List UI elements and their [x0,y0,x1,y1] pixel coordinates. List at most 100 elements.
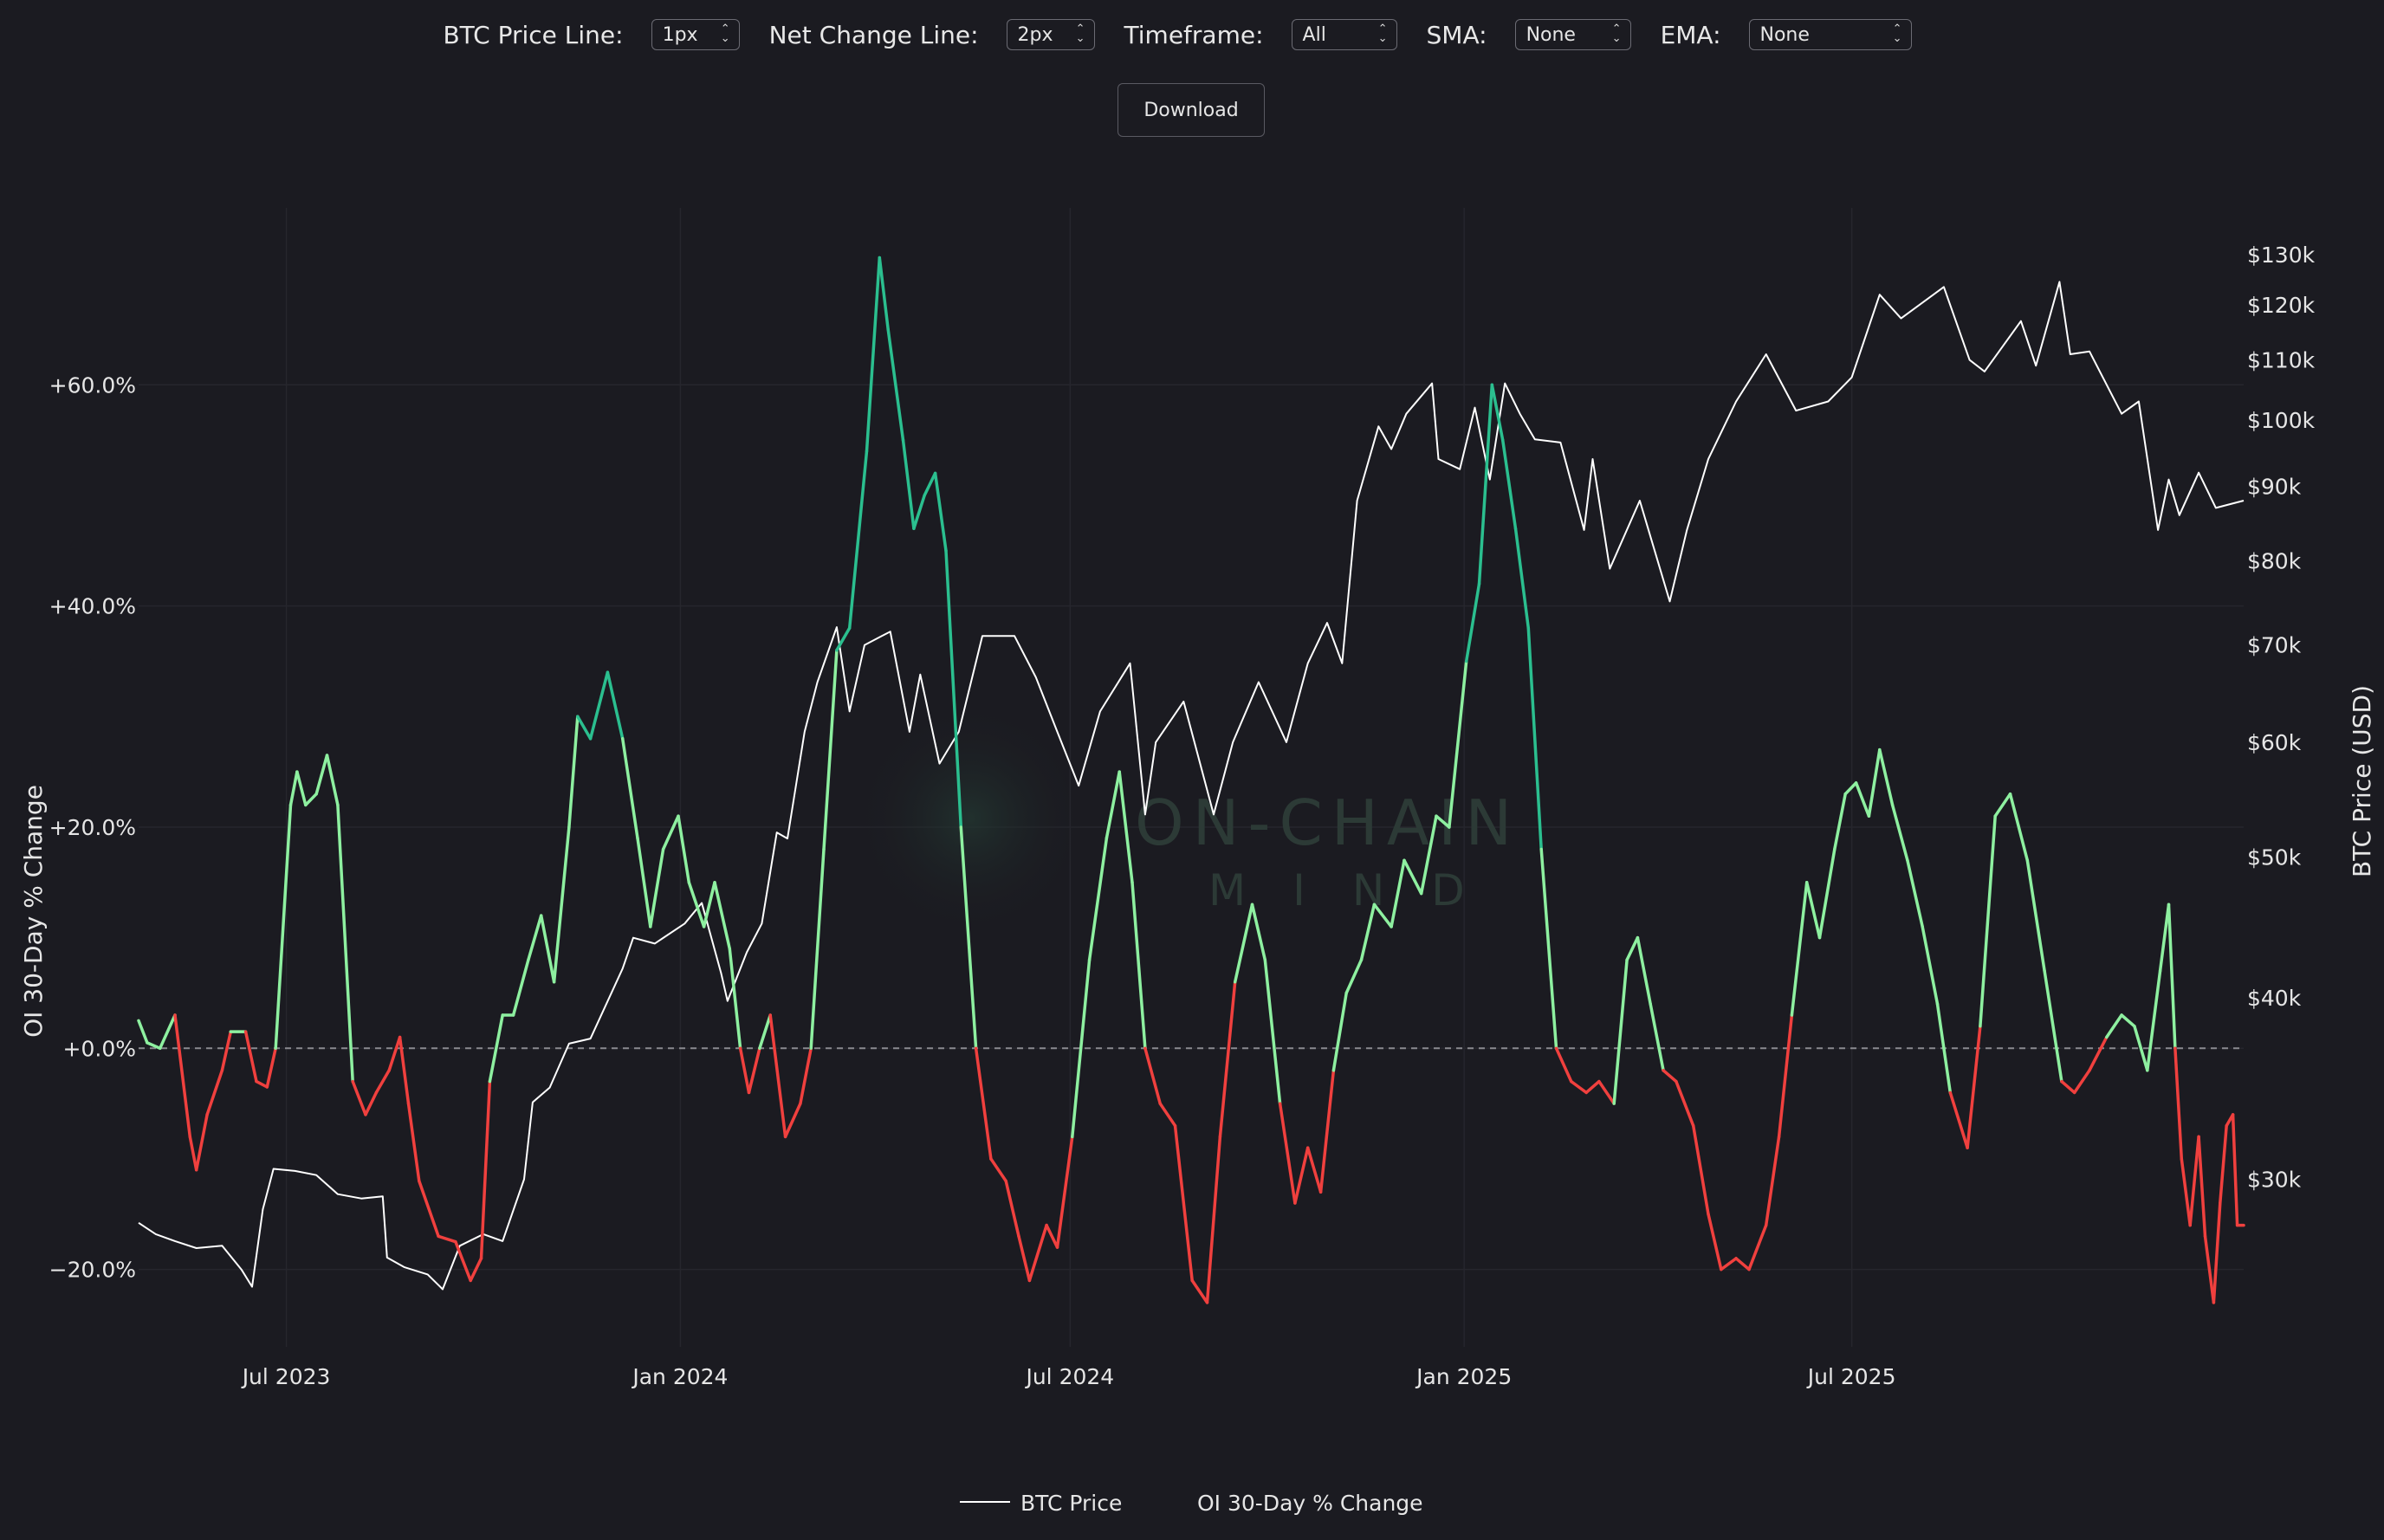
ema-select[interactable]: None ⌃ ⌄ [1748,19,1912,50]
oi-segment [959,825,978,1051]
oi-segment [1570,1079,1588,1095]
oi-segment [1331,991,1348,1072]
updown-chevron-icon: ⌃ ⌄ [1377,23,1388,45]
oi-segment [1045,1223,1059,1249]
updown-chevron-icon: ⌃ ⌄ [1611,23,1622,45]
watermark-line1: ON-CHAIN [1135,786,1520,859]
oi-segment [1344,958,1364,995]
grid [139,208,2244,1347]
download-button[interactable]: Download [1118,83,1265,137]
oi-segment [588,670,610,741]
legend-oi-label[interactable]: OI 30-Day % Change [1197,1491,1423,1516]
oi-segment [454,1239,472,1283]
oi-segment [758,1013,772,1051]
right-tick-label: $60k [2247,730,2302,755]
legend-price-label[interactable]: BTC Price [1020,1491,1122,1516]
oi-segment [1293,1146,1310,1205]
oi-segment [2008,792,2030,863]
oi-segment [1539,847,1558,1051]
oi-segment [364,1090,379,1116]
oi-segment [511,958,530,1017]
oi-segment [194,1113,209,1172]
oi-segment [2105,1013,2123,1039]
x-tick-label: Jul 2025 [1806,1364,1896,1389]
oi-segment [469,1257,483,1283]
oi-segment [783,1102,802,1139]
oi-segment [220,1030,233,1072]
timeframe-control: Timeframe: All ⌃ ⌄ [1124,19,1397,50]
oi-segment [387,1035,402,1072]
left-axis: +60.0% +40.0% +20.0% +0.0% −20.0% [49,372,136,1282]
oi-segment [2231,1113,2239,1227]
oi-segment [274,803,293,1051]
oi-segment [314,754,329,796]
oi-segment [1966,1025,1982,1149]
oi-segment [809,847,826,1051]
left-tick-label: +40.0% [49,594,136,619]
oi-segment [1804,881,1822,940]
sma-control: SMA: None ⌃ ⌄ [1427,19,1631,50]
oi-segment [1205,1135,1222,1304]
oi-segment [620,737,639,840]
oi-segment [713,881,732,951]
oi-segment [944,549,963,829]
oi-segment [1790,881,1809,1017]
oi-segment [1921,925,1940,1006]
oi-segment [1004,1179,1020,1239]
oi-segment [1143,1046,1162,1105]
oi-segment [1890,803,1909,863]
left-axis-title: OI 30-Day % Change [19,785,48,1038]
oi-segment [1403,858,1423,896]
chart-controls: BTC Price Line: 1px ⌃ ⌄ Net Change Line: … [0,19,2384,50]
oi-change-series [137,256,2245,1304]
oi-segment [1734,1257,1751,1271]
right-tick-label: $30k [2247,1168,2302,1193]
x-tick-label: Jul 2024 [1024,1364,1114,1389]
oi-segment [1305,1146,1323,1194]
oi-segment [576,715,593,741]
timeframe-label: Timeframe: [1124,20,1264,49]
oi-segment [304,792,318,807]
legend: BTC Price OI 30-Day % Change [960,1491,1423,1516]
oi-segment [1747,1223,1768,1271]
price-line-control: BTC Price Line: 1px ⌃ ⌄ [443,19,740,50]
price-line-value: 1px [662,23,698,46]
oi-segment [923,471,937,497]
oi-segment [835,626,852,652]
oi-segment [1105,770,1121,840]
oi-segment [2025,858,2046,973]
oi-segment [1250,903,1267,961]
right-tick-label: $70k [2247,633,2302,658]
oi-segment [2197,1135,2207,1239]
sma-label: SMA: [1426,20,1487,49]
oi-segment [1055,1135,1074,1249]
oi-segment [295,770,308,807]
oi-segment [636,836,652,929]
oi-segment [1071,958,1092,1139]
x-tick-label: Jul 2023 [241,1364,331,1389]
oi-segment [1278,1102,1297,1205]
oi-segment [173,1013,192,1139]
oi-segment [2203,1234,2216,1304]
net-change-line-select[interactable]: 2px ⌃ ⌄ [1006,19,1095,50]
timeframe-select[interactable]: All ⌃ ⌄ [1291,19,1397,50]
price-line-select[interactable]: 1px ⌃ ⌄ [651,19,740,50]
oi-segment [1948,1090,1969,1149]
oi-segment [158,1013,177,1051]
right-axis-title: BTC Price (USD) [2348,685,2376,877]
sma-select[interactable]: None ⌃ ⌄ [1514,19,1631,50]
x-tick-label: Jan 2024 [631,1364,728,1389]
oi-segment [406,1102,421,1183]
oi-segment [661,814,680,851]
oi-segment [418,1179,440,1239]
oi-segment [1419,814,1438,896]
oi-segment [265,1046,277,1089]
oi-segment [567,715,580,829]
oi-segment [488,1013,504,1084]
oi-segment [865,256,882,453]
oi-segment [243,1030,258,1084]
oi-segment [1435,814,1451,829]
oi-segment [1625,935,1640,961]
right-tick-label: $110k [2247,348,2316,373]
oi-segment [1867,747,1882,818]
